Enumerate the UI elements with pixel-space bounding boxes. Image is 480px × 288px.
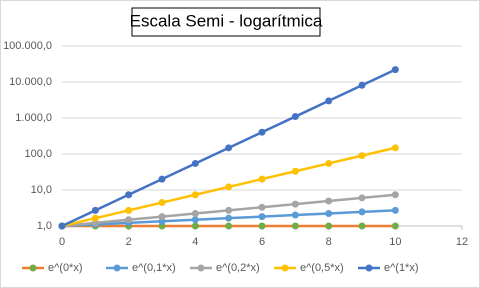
x-tick-label: 0 <box>59 236 65 248</box>
data-point <box>225 206 233 214</box>
legend-marker <box>29 264 37 272</box>
x-tick-label: 10 <box>389 236 401 248</box>
data-point <box>191 209 199 217</box>
data-point <box>325 97 333 105</box>
x-tick-label: 8 <box>326 236 332 248</box>
data-point <box>391 144 399 152</box>
data-point <box>125 206 133 214</box>
data-point <box>158 213 166 221</box>
data-point <box>358 208 366 216</box>
x-tick-label: 2 <box>126 236 132 248</box>
data-point <box>91 206 99 214</box>
data-point <box>358 152 366 160</box>
legend-label: e^(0,1*x) <box>132 262 176 274</box>
y-tick-label: 1,0 <box>37 220 52 232</box>
data-point <box>225 183 233 191</box>
data-point <box>325 209 333 217</box>
data-point <box>258 175 266 183</box>
data-point <box>291 167 299 175</box>
legend-marker <box>281 264 289 272</box>
y-tick-label: 10,0 <box>31 184 52 196</box>
data-point <box>191 216 199 224</box>
legend-marker <box>365 264 373 272</box>
y-tick-label: 1.000,0 <box>15 112 52 124</box>
data-point <box>391 191 399 199</box>
data-point <box>358 222 366 230</box>
data-point <box>358 194 366 202</box>
data-point <box>391 222 399 230</box>
data-point <box>291 211 299 219</box>
data-point <box>225 214 233 222</box>
data-point <box>125 216 133 224</box>
legend-label: e^(1*x) <box>384 262 419 274</box>
y-tick-label: 10.000,0 <box>9 76 52 88</box>
data-point <box>225 144 233 152</box>
data-point <box>158 175 166 183</box>
data-point <box>391 66 399 74</box>
chart-title: Escala Semi - logarítmica <box>130 11 323 30</box>
data-point <box>258 128 266 136</box>
data-point <box>391 206 399 214</box>
x-tick-label: 4 <box>192 236 198 248</box>
y-tick-label: 100,0 <box>24 148 52 160</box>
data-point <box>91 214 99 222</box>
data-point <box>325 159 333 167</box>
data-point <box>291 222 299 230</box>
data-point <box>325 197 333 205</box>
title-box <box>131 7 321 37</box>
data-point <box>58 222 66 230</box>
data-point <box>191 191 199 199</box>
data-point <box>358 81 366 89</box>
data-point <box>125 191 133 199</box>
data-point <box>225 222 233 230</box>
data-point <box>291 113 299 121</box>
legend-label: e^(0,2*x) <box>216 262 260 274</box>
data-point <box>325 222 333 230</box>
y-tick-label: 100.000,0 <box>3 40 52 52</box>
data-point <box>191 222 199 230</box>
data-point <box>258 222 266 230</box>
data-point <box>191 159 199 167</box>
legend-label: e^(0,5*x) <box>300 262 344 274</box>
legend-marker <box>197 264 205 272</box>
data-point <box>258 203 266 211</box>
legend-label: e^(0*x) <box>48 262 83 274</box>
x-tick-label: 12 <box>456 236 468 248</box>
data-point <box>258 213 266 221</box>
data-point <box>158 199 166 207</box>
legend-marker <box>113 264 121 272</box>
data-point <box>291 200 299 208</box>
x-tick-label: 6 <box>259 236 265 248</box>
